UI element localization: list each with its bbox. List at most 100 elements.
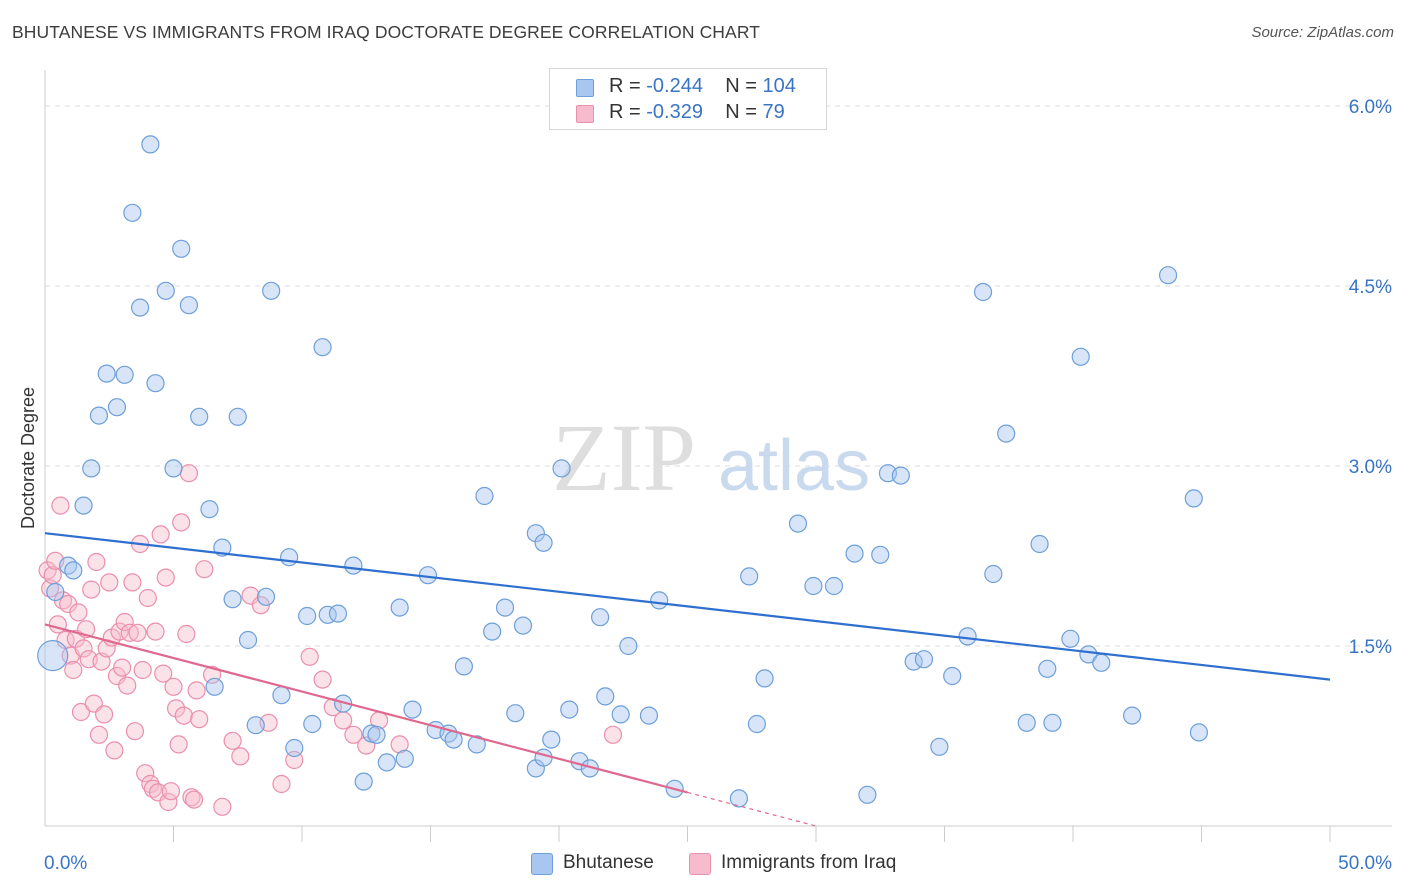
data-point-iraq <box>64 660 83 680</box>
data-point-iraq <box>344 725 363 744</box>
data-point-bhutanese <box>179 296 199 315</box>
data-point-bhutanese <box>467 735 486 754</box>
data-point-iraq <box>87 552 106 572</box>
trend-lines <box>44 532 1331 827</box>
data-point-bhutanese <box>506 704 525 723</box>
data-point-bhutanese <box>729 789 749 808</box>
y-tick-label: 6.0% <box>1349 97 1392 118</box>
data-point-bhutanese <box>804 576 823 596</box>
bottom-legend-swatch-pink <box>689 853 711 875</box>
data-point-bhutanese <box>747 714 766 734</box>
bottom-legend-label-iraq: Immigrants from Iraq <box>721 852 897 873</box>
y-tick-label: 3.0% <box>1349 457 1392 478</box>
data-point-bhutanese <box>205 677 224 696</box>
data-point-iraq <box>190 710 209 729</box>
data-point-iraq <box>112 658 132 677</box>
data-point-bhutanese <box>1043 713 1062 732</box>
data-point-bhutanese <box>123 203 142 222</box>
data-point-bhutanese <box>1158 266 1178 285</box>
data-point-bhutanese <box>858 785 877 804</box>
data-point-bhutanese <box>262 281 281 300</box>
data-point-bhutanese <box>390 598 409 617</box>
data-point-iraq <box>51 496 70 515</box>
data-point-iraq <box>179 464 199 483</box>
legend-swatch-pink <box>576 105 594 123</box>
data-point-bhutanese <box>313 338 332 357</box>
y-tick-label: 1.5% <box>1349 637 1392 658</box>
data-point-bhutanese <box>513 616 533 635</box>
data-point-bhutanese <box>1079 645 1098 664</box>
data-point-bhutanese <box>89 406 109 425</box>
data-point-bhutanese <box>344 556 363 575</box>
data-point-iraq <box>118 676 137 695</box>
data-point-iraq <box>187 681 206 700</box>
data-point-bhutanese <box>930 737 949 756</box>
data-point-iraq <box>69 603 88 622</box>
data-point-iraq <box>125 722 145 741</box>
data-point-bhutanese <box>1030 534 1049 554</box>
data-point-iraq <box>603 725 623 744</box>
data-point-iraq <box>138 588 157 608</box>
watermark-zip: ZIP <box>552 404 696 511</box>
legend-text-bhutanese: R = -0.244 N = 104 <box>609 75 796 98</box>
data-point-bhutanese <box>377 753 396 772</box>
data-point-bhutanese <box>596 687 615 706</box>
data-point-bhutanese <box>272 686 291 705</box>
data-point-iraq <box>123 573 142 592</box>
legend-n-label: N = <box>725 75 763 97</box>
data-point-iraq <box>115 612 134 632</box>
data-point-bhutanese <box>611 705 630 724</box>
legend-swatch-blue <box>576 79 594 97</box>
data-point-bhutanese <box>64 561 83 580</box>
data-point-bhutanese <box>591 608 610 627</box>
data-point-bhutanese <box>1123 706 1142 725</box>
data-point-bhutanese <box>164 459 183 478</box>
grid-lines <box>45 105 1392 647</box>
data-point-bhutanese <box>256 587 276 606</box>
data-point-iraq <box>143 779 163 798</box>
data-point-bhutanese <box>130 298 150 317</box>
data-point-iraq <box>151 525 170 544</box>
data-point-iraq <box>182 788 201 807</box>
data-point-bhutanese <box>37 639 69 672</box>
data-point-bhutanese <box>914 650 934 669</box>
legend-r-value: -0.329 <box>646 101 703 123</box>
data-point-bhutanese <box>1092 653 1111 672</box>
data-point-bhutanese <box>534 533 553 552</box>
data-point-bhutanese <box>534 748 553 767</box>
data-point-iraq <box>164 677 183 696</box>
data-point-iraq <box>169 735 188 754</box>
data-point-iraq <box>313 670 332 689</box>
data-point-iraq <box>89 725 109 744</box>
data-point-bhutanese <box>542 730 561 749</box>
data-point-bhutanese <box>891 466 910 485</box>
data-point-bhutanese <box>943 666 962 686</box>
data-point-iraq <box>231 747 250 766</box>
data-point-bhutanese <box>958 627 977 646</box>
watermark: ZIP atlas <box>552 404 870 511</box>
legend-n-value: 79 <box>762 101 785 123</box>
data-point-bhutanese <box>1184 489 1203 508</box>
legend-n-value: 104 <box>762 75 796 97</box>
legend-r-label: R = <box>609 101 647 123</box>
tick-labels: 1.5% 3.0% 4.5% 6.0% 0.0% 50.0% <box>44 97 1392 874</box>
legend-r-label: R = <box>609 75 647 97</box>
data-point-bhutanese <box>328 604 348 623</box>
trend-line-iraq <box>44 623 688 794</box>
data-point-bhutanese <box>619 636 638 656</box>
data-point-bhutanese <box>82 459 101 478</box>
data-point-bhutanese <box>650 591 669 610</box>
data-point-bhutanese <box>483 622 502 641</box>
data-point-bhutanese <box>1017 713 1036 732</box>
data-point-bhutanese <box>156 281 175 300</box>
data-point-iraq <box>136 764 155 783</box>
trend-line-iraq-extension <box>687 791 817 827</box>
data-point-bhutanese <box>845 544 864 563</box>
data-point-iraq <box>128 623 147 642</box>
bottom-legend-swatch-blue <box>531 853 553 875</box>
data-point-iraq <box>95 705 114 724</box>
data-point-bhutanese <box>984 564 1003 584</box>
data-point-iraq <box>82 580 101 599</box>
data-point-iraq <box>100 573 119 592</box>
data-point-iraq <box>300 647 319 666</box>
